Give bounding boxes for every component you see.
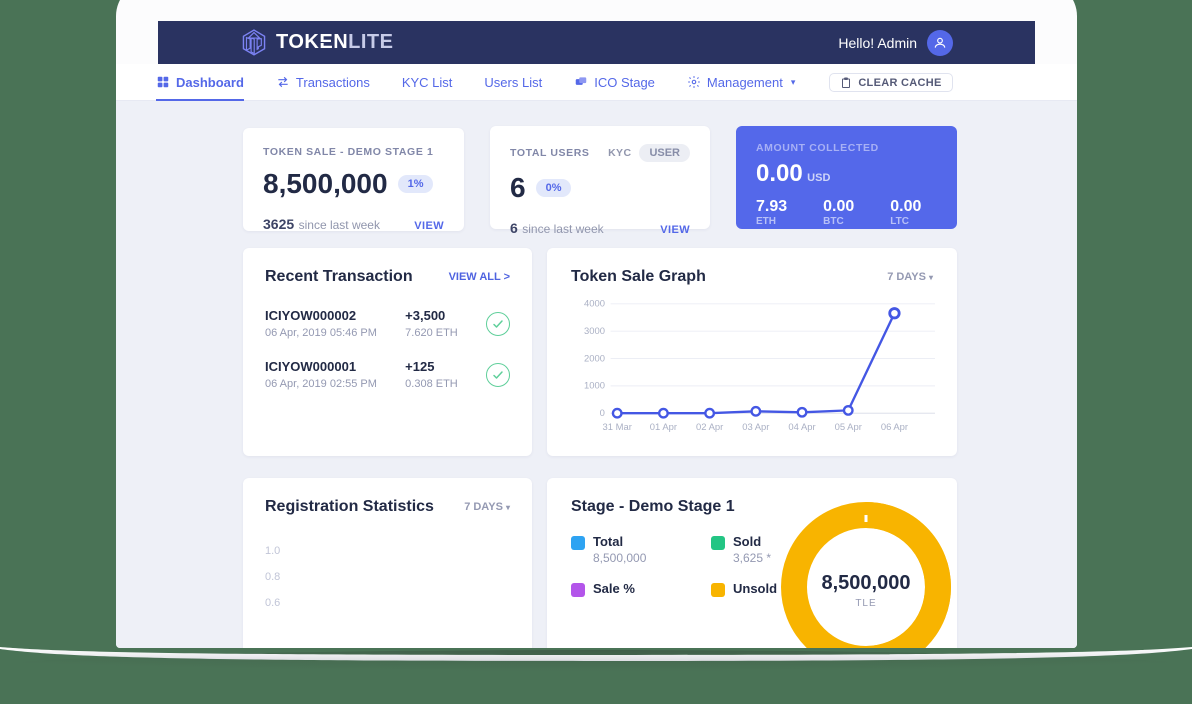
svg-text:03 Apr: 03 Apr bbox=[742, 421, 769, 432]
svg-text:01 Apr: 01 Apr bbox=[650, 421, 677, 432]
svg-text:05 Apr: 05 Apr bbox=[835, 421, 862, 432]
svg-text:4000: 4000 bbox=[584, 298, 605, 309]
svg-text:TLE: TLE bbox=[855, 598, 876, 609]
svg-text:3000: 3000 bbox=[584, 325, 605, 336]
svg-text:06 Apr: 06 Apr bbox=[881, 421, 908, 432]
svg-text:02 Apr: 02 Apr bbox=[696, 421, 723, 432]
svg-text:04 Apr: 04 Apr bbox=[788, 421, 815, 432]
svg-text:2000: 2000 bbox=[584, 352, 605, 363]
svg-text:1000: 1000 bbox=[584, 380, 605, 391]
svg-text:8,500,000: 8,500,000 bbox=[822, 572, 911, 594]
svg-text:0: 0 bbox=[600, 407, 605, 418]
svg-text:31 Mar: 31 Mar bbox=[603, 421, 632, 432]
